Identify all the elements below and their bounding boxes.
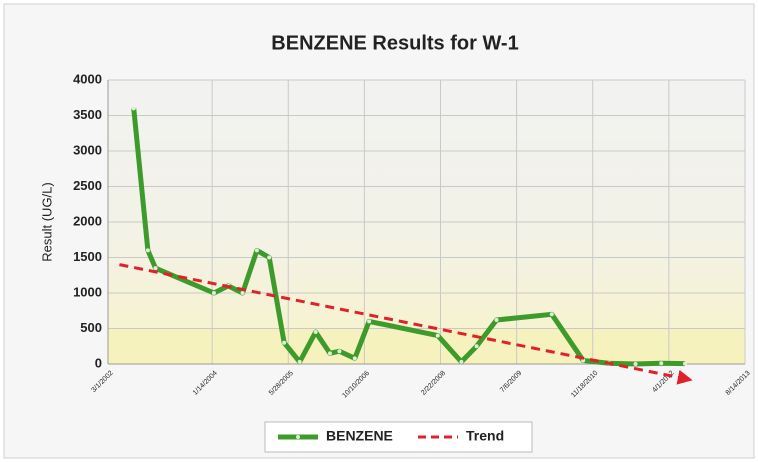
data-point [240,291,245,295]
data-point [494,317,499,322]
data-point [282,340,287,345]
chart-title: BENZENE Results for W-1 [271,32,518,54]
data-point [337,349,342,354]
y-tick-label: 3500 [73,107,102,122]
y-tick-label: 0 [95,355,102,370]
legend-label: Trend [466,428,504,444]
legend-label: BENZENE [326,428,393,444]
y-tick-label: 500 [80,320,102,335]
data-point [435,333,440,338]
legend-swatch-dot [296,435,300,439]
data-point [327,351,332,356]
y-tick-label: 4000 [73,71,102,86]
y-tick-label: 1500 [73,249,102,264]
y-tick-label: 2500 [73,178,102,193]
data-point [145,248,150,253]
legend-box [264,421,533,453]
data-point [297,359,302,364]
data-point [211,291,216,295]
data-point [633,362,638,366]
data-point [474,344,479,349]
data-point [153,266,158,271]
data-point [659,361,664,366]
data-point [131,106,136,111]
y-tick-label: 2000 [73,213,102,228]
data-point [549,312,554,317]
data-point [254,248,259,253]
data-point [352,356,357,361]
data-point [267,255,272,260]
data-point [459,359,464,364]
data-point [313,330,318,335]
series-line [119,263,693,385]
y-tick-label: 1000 [73,284,102,299]
data-point [683,361,688,366]
y-axis-label: Result (UG/L) [39,182,54,261]
data-point [367,319,372,324]
y-tick-label: 3000 [73,142,102,157]
